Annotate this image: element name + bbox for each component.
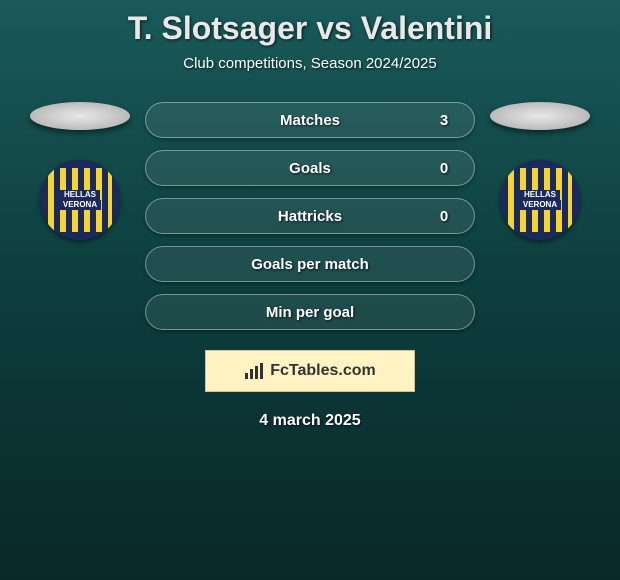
stat-row: Matches 3: [145, 102, 475, 138]
page-title: T. Slotsager vs Valentini: [0, 10, 620, 47]
stat-right-value: 3: [434, 112, 454, 129]
stat-right-value: 0: [434, 160, 454, 177]
date-label: 4 march 2025: [0, 412, 620, 430]
brand-banner[interactable]: FcTables.com: [205, 350, 415, 392]
badge-text-line2: VERONA: [59, 200, 101, 210]
stat-label: Min per goal: [186, 304, 434, 321]
badge-text-line1: HELLAS: [520, 190, 560, 200]
bar-chart-icon: [244, 363, 264, 379]
stat-label: Matches: [186, 112, 434, 129]
stat-row: Goals per match: [145, 246, 475, 282]
badge-stripes-icon: HELLAS VERONA: [508, 168, 572, 232]
club-badge-right: HELLAS VERONA: [500, 160, 580, 240]
content-row: HELLAS VERONA Matches 3 Goals 0 Hattrick…: [0, 102, 620, 330]
stat-row: Goals 0: [145, 150, 475, 186]
stat-row: Min per goal: [145, 294, 475, 330]
stats-list: Matches 3 Goals 0 Hattricks 0 Goals per …: [145, 102, 475, 330]
left-player-column: HELLAS VERONA: [30, 102, 130, 240]
stat-right-value: 0: [434, 208, 454, 225]
stat-label: Goals: [186, 160, 434, 177]
stat-label: Hattricks: [186, 208, 434, 225]
stat-label: Goals per match: [186, 256, 434, 273]
right-player-column: HELLAS VERONA: [490, 102, 590, 240]
player-silhouette-left: [30, 102, 130, 130]
brand-text: FcTables.com: [270, 362, 376, 380]
badge-text-line2: VERONA: [519, 200, 561, 210]
player-silhouette-right: [490, 102, 590, 130]
badge-text-line1: HELLAS: [60, 190, 100, 200]
comparison-card: T. Slotsager vs Valentini Club competiti…: [0, 0, 620, 440]
page-subtitle: Club competitions, Season 2024/2025: [0, 55, 620, 72]
club-badge-left: HELLAS VERONA: [40, 160, 120, 240]
badge-stripes-icon: HELLAS VERONA: [48, 168, 112, 232]
stat-row: Hattricks 0: [145, 198, 475, 234]
